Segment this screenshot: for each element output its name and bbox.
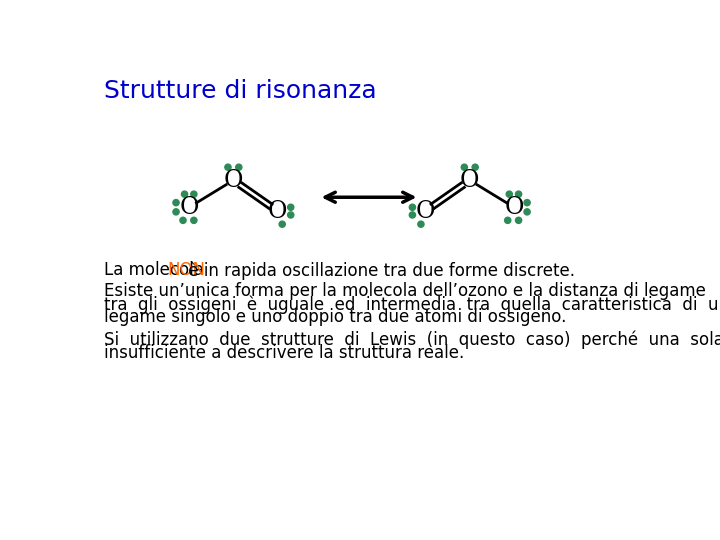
Circle shape bbox=[524, 209, 530, 215]
Text: La molecola: La molecola bbox=[104, 261, 209, 279]
Circle shape bbox=[235, 164, 242, 170]
Circle shape bbox=[173, 209, 179, 215]
Text: O: O bbox=[224, 169, 243, 192]
Circle shape bbox=[516, 191, 522, 197]
Text: O: O bbox=[460, 169, 480, 192]
Circle shape bbox=[225, 164, 231, 170]
Text: tra  gli  ossigeni  è  uguale  ed  intermedia  tra  quella  caratteristica  di  : tra gli ossigeni è uguale ed intermedia … bbox=[104, 295, 720, 314]
Circle shape bbox=[409, 204, 415, 210]
Circle shape bbox=[418, 221, 424, 227]
Text: insufficiente a descrivere la struttura reale.: insufficiente a descrivere la struttura … bbox=[104, 343, 464, 362]
Text: Strutture di risonanza: Strutture di risonanza bbox=[104, 79, 377, 103]
Circle shape bbox=[279, 221, 285, 227]
Circle shape bbox=[191, 217, 197, 224]
Text: è in rapida oscillazione tra due forme discrete.: è in rapida oscillazione tra due forme d… bbox=[183, 261, 575, 280]
Text: NON: NON bbox=[167, 261, 205, 279]
Text: Si  utilizzano  due  strutture  di  Lewis  (in  questo  caso)  perché  una  sola: Si utilizzano due strutture di Lewis (in… bbox=[104, 330, 720, 349]
Text: legame singolo e uno doppio tra due atomi di ossigeno.: legame singolo e uno doppio tra due atom… bbox=[104, 308, 567, 326]
Circle shape bbox=[191, 191, 197, 197]
Circle shape bbox=[462, 164, 467, 170]
Text: O: O bbox=[416, 200, 436, 222]
Circle shape bbox=[173, 200, 179, 206]
Circle shape bbox=[287, 212, 294, 218]
Circle shape bbox=[505, 217, 510, 224]
Circle shape bbox=[506, 191, 513, 197]
Circle shape bbox=[524, 200, 530, 206]
Text: O: O bbox=[504, 195, 523, 219]
Circle shape bbox=[181, 191, 188, 197]
Circle shape bbox=[516, 217, 522, 224]
Circle shape bbox=[287, 204, 294, 210]
Circle shape bbox=[472, 164, 478, 170]
Text: O: O bbox=[268, 200, 287, 222]
Circle shape bbox=[180, 217, 186, 224]
Text: O: O bbox=[179, 195, 199, 219]
Circle shape bbox=[409, 212, 415, 218]
Text: Esiste un’unica forma per la molecola dell’ozono e la distanza di legame: Esiste un’unica forma per la molecola de… bbox=[104, 282, 706, 300]
